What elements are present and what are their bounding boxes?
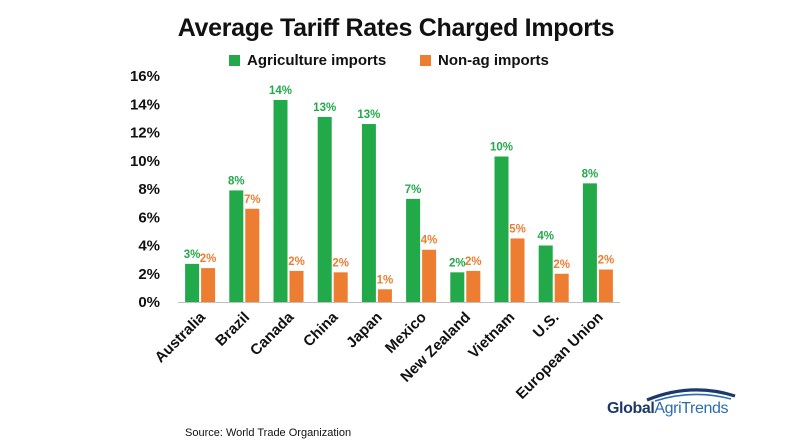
bar-agriculture xyxy=(450,272,465,302)
bar-non-ag xyxy=(333,272,348,302)
data-label-agriculture: 4% xyxy=(537,231,554,243)
logo-word-global: Global xyxy=(607,400,655,417)
x-tick-label: China xyxy=(300,308,342,350)
y-tick-label: 16% xyxy=(130,68,160,85)
data-label-agriculture: 3% xyxy=(184,249,201,261)
x-tick-label: Australia xyxy=(152,308,210,366)
logo-word-agritrends: AgriTrends xyxy=(654,400,729,417)
bar-non-ag xyxy=(201,268,216,302)
data-label-agriculture: 13% xyxy=(313,102,336,114)
bar-agriculture xyxy=(361,124,376,303)
x-tick-label: Brazil xyxy=(212,309,253,350)
data-label-non-ag: 7% xyxy=(244,194,261,206)
bar-non-ag xyxy=(377,289,392,302)
bar-non-ag xyxy=(245,208,260,302)
data-label-non-ag: 2% xyxy=(465,256,482,268)
bar-non-ag xyxy=(554,273,569,302)
bar-agriculture xyxy=(494,156,509,302)
legend-label-agriculture: Agriculture imports xyxy=(247,51,387,69)
legend-swatch-non-ag xyxy=(420,54,431,66)
data-label-agriculture: 8% xyxy=(228,175,245,187)
bar-agriculture xyxy=(273,100,288,302)
source-note: Source: World Trade Organization xyxy=(185,427,352,439)
data-label-agriculture: 7% xyxy=(405,184,422,196)
data-label-agriculture: 14% xyxy=(269,85,292,97)
bar-non-ag xyxy=(510,238,525,302)
bar-non-ag xyxy=(422,249,437,302)
bar-non-ag xyxy=(289,270,304,302)
data-label-agriculture: 13% xyxy=(357,109,380,121)
data-label-agriculture: 10% xyxy=(490,142,513,154)
chart-title: Average Tariff Rates Charged Imports xyxy=(177,14,615,42)
global-agritrends-logo: GlobalAgriTrends xyxy=(607,386,757,426)
bar-agriculture xyxy=(582,183,597,302)
y-tick-label: 0% xyxy=(138,294,160,311)
y-tick-label: 14% xyxy=(130,96,160,113)
x-tick-label: Japan xyxy=(343,309,386,352)
x-tick-label: Canada xyxy=(247,308,298,359)
legend: Agriculture imports Non-ag imports xyxy=(0,51,792,69)
bar-agriculture xyxy=(185,263,200,302)
data-label-non-ag: 1% xyxy=(377,274,394,286)
logo-text: GlobalAgriTrends xyxy=(607,400,728,418)
data-label-non-ag: 2% xyxy=(288,256,305,268)
data-label-non-ag: 2% xyxy=(598,255,615,267)
data-label-non-ag: 4% xyxy=(421,235,438,247)
x-tick-label: Vietnam xyxy=(465,309,518,362)
data-label-non-ag: 2% xyxy=(200,253,217,265)
logo-swoosh-icon xyxy=(646,388,736,402)
data-label-agriculture: 8% xyxy=(582,168,599,180)
y-tick-label: 8% xyxy=(138,181,160,198)
y-tick-label: 12% xyxy=(130,125,160,142)
y-tick-label: 2% xyxy=(138,266,160,283)
bar-agriculture xyxy=(229,190,244,302)
y-tick-label: 10% xyxy=(130,153,160,170)
x-tick-label: U.S. xyxy=(530,309,563,342)
legend-swatch-agriculture xyxy=(229,54,240,66)
data-label-non-ag: 5% xyxy=(509,223,526,235)
y-tick-label: 4% xyxy=(138,238,160,255)
bar-non-ag xyxy=(466,270,481,302)
data-label-non-ag: 2% xyxy=(553,259,570,271)
data-label-agriculture: 2% xyxy=(449,257,466,269)
bar-agriculture xyxy=(538,245,553,302)
y-tick-label: 6% xyxy=(138,209,160,226)
bar-non-ag xyxy=(598,269,613,302)
bar-agriculture xyxy=(317,116,332,303)
legend-item-agriculture: Agriculture imports xyxy=(229,51,386,69)
legend-label-non-ag: Non-ag imports xyxy=(438,51,549,69)
legend-item-non-ag: Non-ag imports xyxy=(420,51,549,69)
data-label-non-ag: 2% xyxy=(332,257,349,269)
bar-agriculture xyxy=(406,198,421,302)
